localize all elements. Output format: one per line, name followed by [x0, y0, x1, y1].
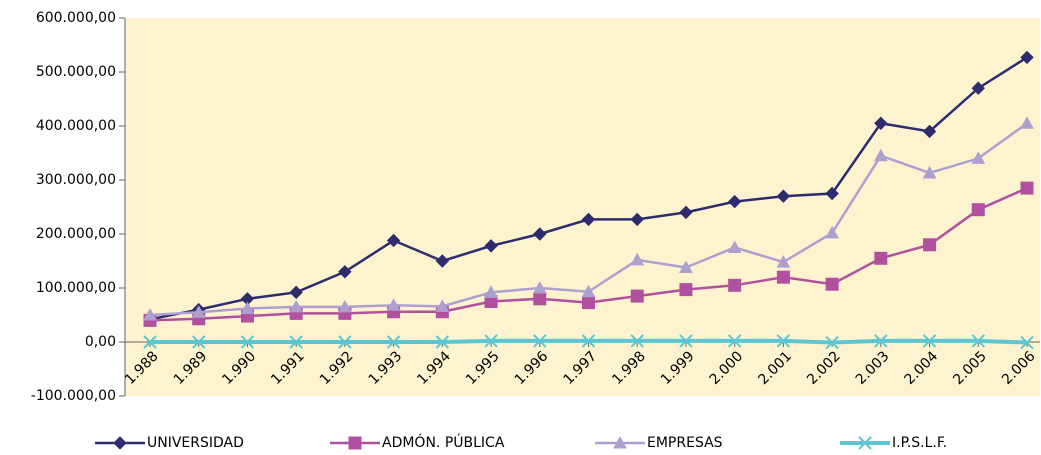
data-point — [825, 225, 839, 239]
data-point — [484, 239, 498, 253]
data-point — [630, 212, 644, 227]
data-point — [386, 233, 401, 248]
data-point — [874, 334, 888, 348]
data-point — [143, 335, 157, 349]
data-point — [728, 278, 742, 292]
data-point — [1020, 335, 1034, 350]
data-point — [338, 299, 352, 313]
data-point — [971, 334, 985, 348]
y-tick-label: 400.000,00 — [36, 118, 116, 134]
data-point — [923, 238, 937, 252]
y-tick-label: 200.000,00 — [36, 226, 116, 242]
data-point — [825, 277, 839, 291]
data-point — [240, 301, 255, 315]
data-point — [873, 148, 888, 162]
data-point — [386, 298, 401, 311]
data-point — [679, 334, 693, 348]
data-point — [971, 203, 985, 217]
plot-area — [125, 18, 1040, 396]
legend-marker — [613, 435, 627, 449]
data-point — [874, 116, 888, 131]
data-point — [240, 335, 255, 349]
data-point — [484, 285, 498, 298]
legend-marker — [348, 436, 362, 450]
y-tick-label: 300.000,00 — [36, 172, 116, 188]
data-point — [971, 151, 986, 164]
data-point — [289, 335, 303, 349]
data-point — [484, 334, 498, 348]
data-point — [776, 255, 791, 268]
data-point — [582, 296, 595, 310]
data-point — [874, 251, 888, 265]
data-point — [581, 284, 596, 298]
data-point — [971, 81, 985, 95]
data-point — [825, 335, 839, 350]
y-tick-label: 0,00 — [85, 334, 116, 350]
legend-label: EMPRESAS — [647, 435, 723, 451]
data-point — [435, 254, 450, 268]
data-point — [825, 186, 839, 201]
data-point — [630, 334, 644, 348]
data-point — [338, 265, 352, 279]
y-tick-label: -100.000,00 — [31, 388, 116, 404]
y-tick-label: 100.000,00 — [36, 280, 116, 296]
data-point — [776, 189, 791, 203]
data-point — [922, 124, 937, 139]
data-point — [533, 227, 547, 241]
legend-label: UNIVERSIDAD — [147, 435, 244, 451]
legend-label: ADMÓN. PÚBLICA — [382, 433, 505, 451]
data-point — [630, 289, 644, 303]
legend-marker — [858, 436, 872, 450]
data-point — [289, 285, 303, 300]
data-point — [922, 334, 937, 348]
data-point — [192, 335, 206, 349]
data-point — [727, 194, 742, 209]
data-point — [630, 252, 645, 266]
data-point — [435, 299, 450, 312]
data-point — [581, 212, 596, 227]
y-tick-label: 600.000,00 — [36, 10, 116, 26]
data-point — [435, 335, 450, 349]
data-point — [727, 334, 742, 348]
data-point — [533, 334, 547, 348]
data-point — [1020, 181, 1034, 195]
data-point — [289, 299, 304, 313]
data-point — [532, 280, 547, 294]
data-point — [679, 260, 693, 273]
y-tick-label: 500.000,00 — [36, 64, 116, 80]
data-point — [727, 240, 742, 253]
data-point — [581, 334, 596, 348]
legend-label: I.P.S.L.F. — [892, 435, 947, 451]
data-point — [1020, 50, 1034, 65]
data-point — [386, 335, 401, 349]
data-point — [679, 283, 693, 297]
data-point — [679, 205, 693, 220]
data-point — [1020, 116, 1034, 129]
data-point — [776, 270, 790, 284]
legend-marker — [113, 436, 127, 450]
data-point — [922, 165, 937, 179]
data-point — [533, 292, 547, 306]
data-point — [776, 334, 791, 348]
data-point — [191, 305, 206, 318]
data-point — [338, 335, 352, 349]
data-point — [143, 307, 157, 321]
